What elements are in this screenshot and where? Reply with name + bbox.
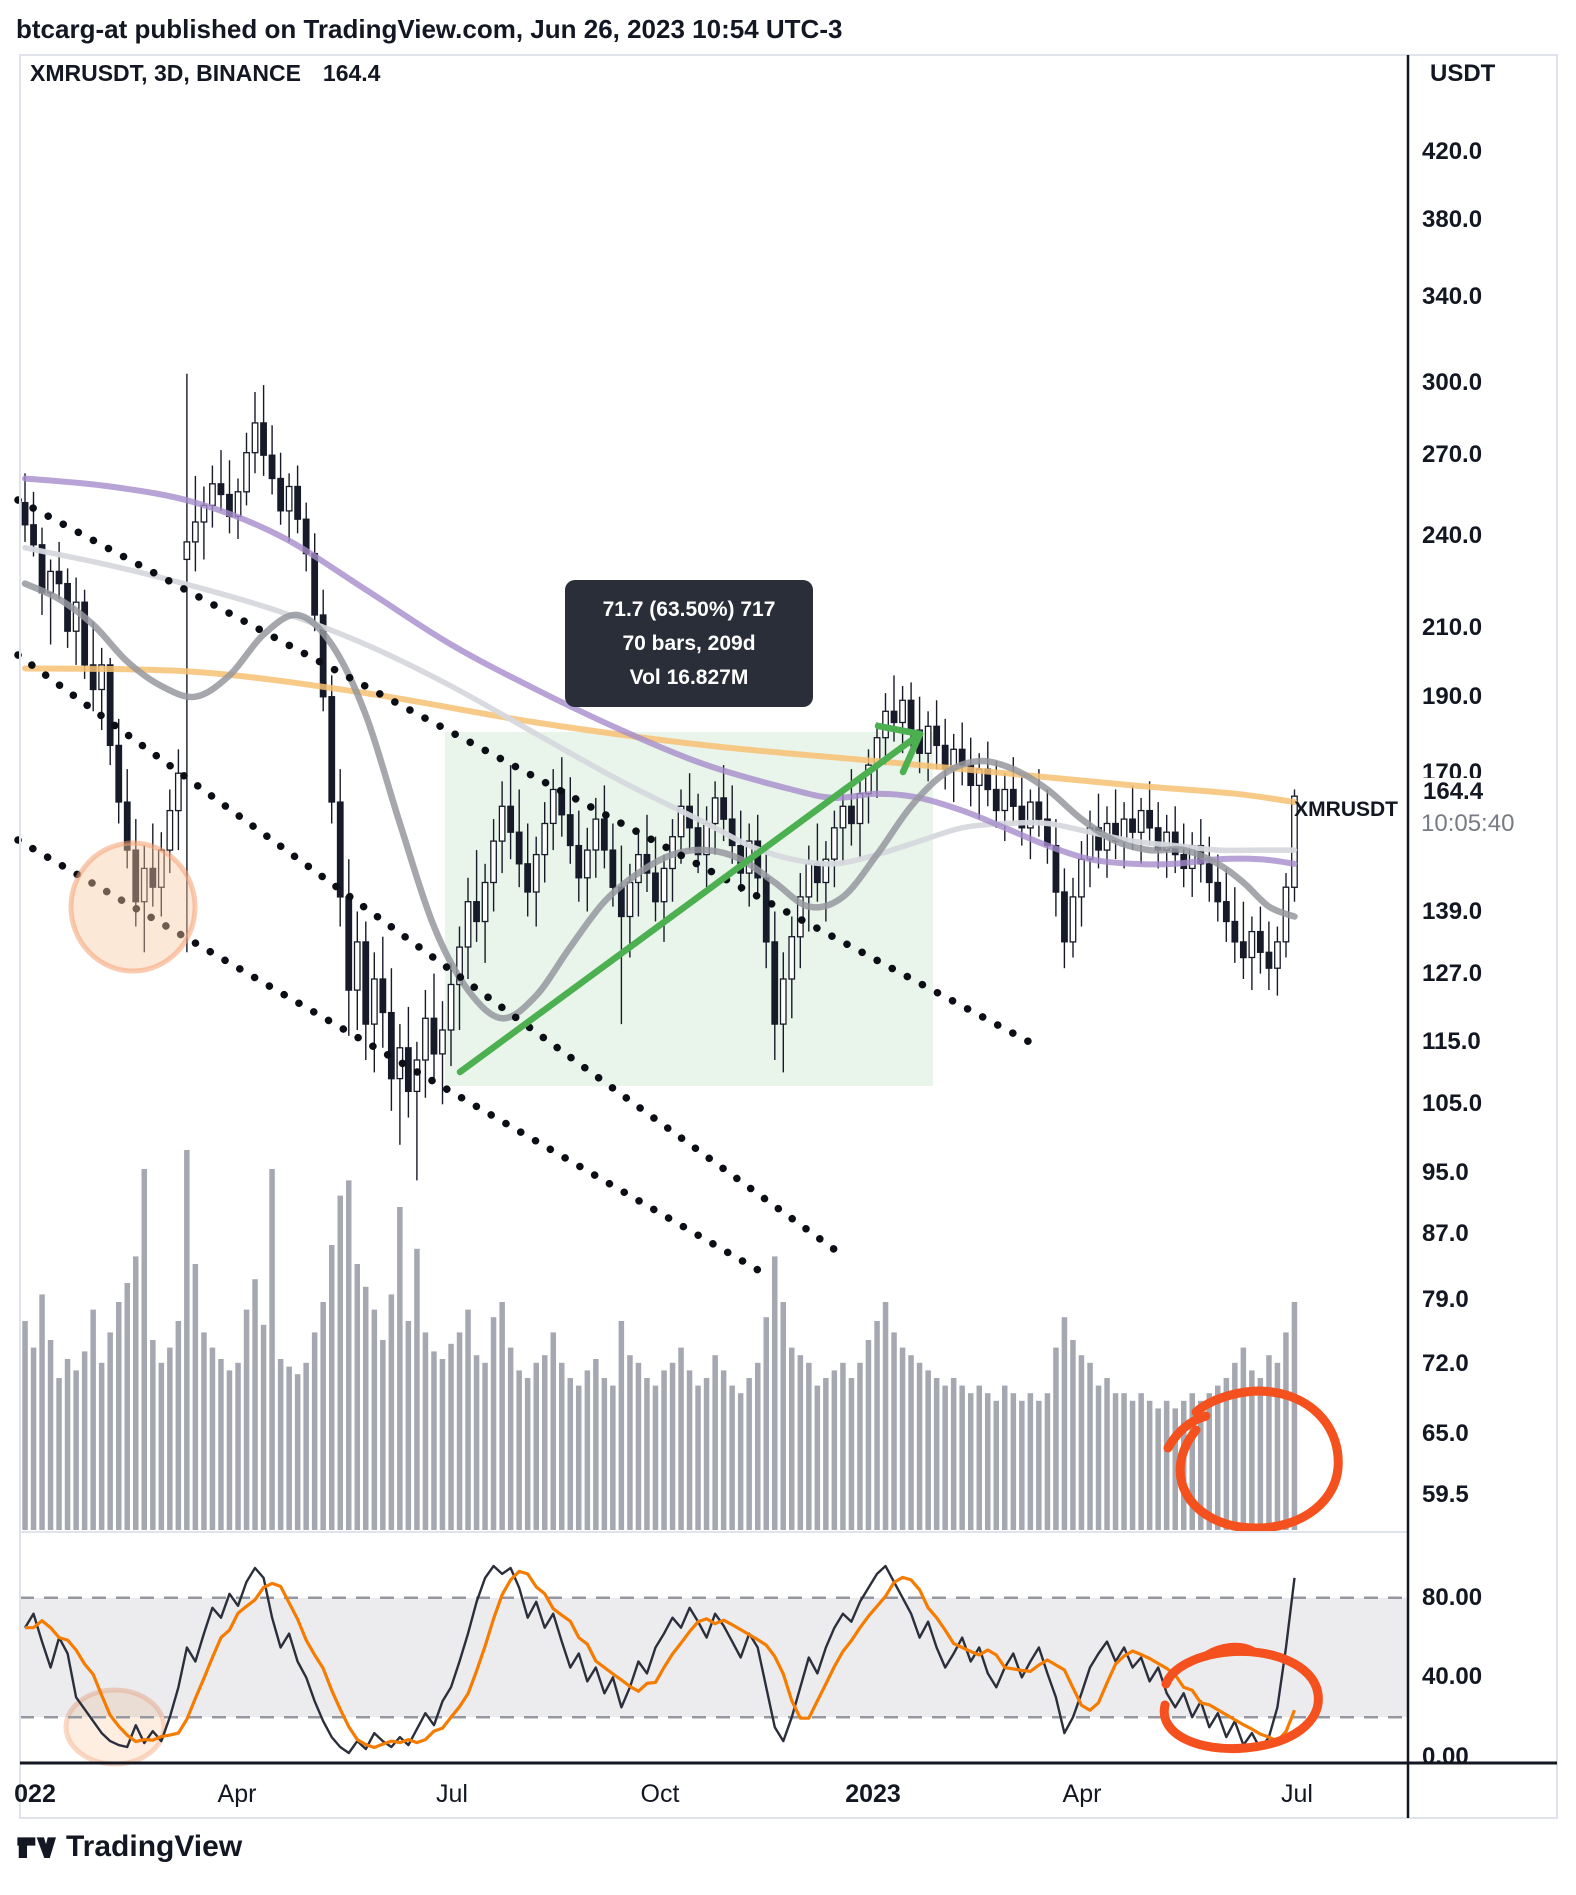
price-tick: 87.0 xyxy=(1422,1219,1469,1247)
measure-tooltip: 71.7 (63.50%) 717 70 bars, 209d Vol 16.8… xyxy=(565,580,813,707)
time-tick: 2023 xyxy=(845,1780,901,1808)
symbol-title: XMRUSDT, 3D, BINANCE xyxy=(30,60,301,86)
time-tick: Jul xyxy=(1281,1780,1313,1808)
price-tick: 65.0 xyxy=(1422,1419,1469,1447)
last-price-label: 164.4 10:05:40 xyxy=(1410,778,1556,846)
price-tick: 105.0 xyxy=(1422,1090,1483,1118)
time-tick: Oct xyxy=(640,1780,680,1808)
time-tick: Apr xyxy=(1062,1780,1102,1808)
chart-title: XMRUSDT, 3D, BINANCE 164.4 xyxy=(30,60,380,87)
price-tick: 59.5 xyxy=(1422,1480,1469,1508)
price-tick: 380.0 xyxy=(1422,206,1483,234)
title-last-price: 164.4 xyxy=(322,60,381,86)
price-tick: 95.0 xyxy=(1422,1159,1469,1187)
symbol-price-line-label: XMRUSDT xyxy=(1294,798,1398,821)
price-tick: 300.0 xyxy=(1422,368,1483,396)
measure-price-change: 71.7 (63.50%) 717 xyxy=(602,598,776,621)
price-tick: 115.0 xyxy=(1422,1027,1481,1055)
rsi-tick: 40.00 xyxy=(1422,1663,1483,1691)
published-line: btcarg-at published on TradingView.com, … xyxy=(16,14,843,44)
price-tick: 240.0 xyxy=(1422,522,1483,550)
measure-volume: Vol 16.827M xyxy=(629,666,749,689)
tradingview-logo: TradingView xyxy=(16,1830,242,1864)
rsi-tick: 0.00 xyxy=(1422,1743,1469,1770)
price-tick: 72.0 xyxy=(1422,1349,1469,1377)
rsi-tick: 80.00 xyxy=(1422,1583,1483,1611)
price-tick: 270.0 xyxy=(1422,441,1483,469)
time-tick: Jul xyxy=(436,1780,468,1808)
bar-countdown: 10:05:40 xyxy=(1421,810,1515,837)
last-price-value: 164.4 xyxy=(1423,778,1484,805)
price-tick: 127.0 xyxy=(1422,959,1483,987)
time-tick: Apr xyxy=(217,1780,257,1808)
price-tick: 210.0 xyxy=(1422,613,1483,641)
tradingview-logo-text: TradingView xyxy=(66,1830,243,1863)
tradingview-logo-icon xyxy=(17,1837,56,1859)
axis-currency-label: USDT xyxy=(1430,60,1496,87)
price-tick: 79.0 xyxy=(1422,1285,1469,1313)
price-tick: 190.0 xyxy=(1422,682,1483,710)
measure-bars-days: 70 bars, 209d xyxy=(622,632,756,655)
price-tick: 340.0 xyxy=(1422,282,1483,310)
price-tick: 139.0 xyxy=(1422,897,1483,925)
price-tick: 420.0 xyxy=(1422,137,1483,165)
time-tick: 022 xyxy=(14,1780,56,1808)
